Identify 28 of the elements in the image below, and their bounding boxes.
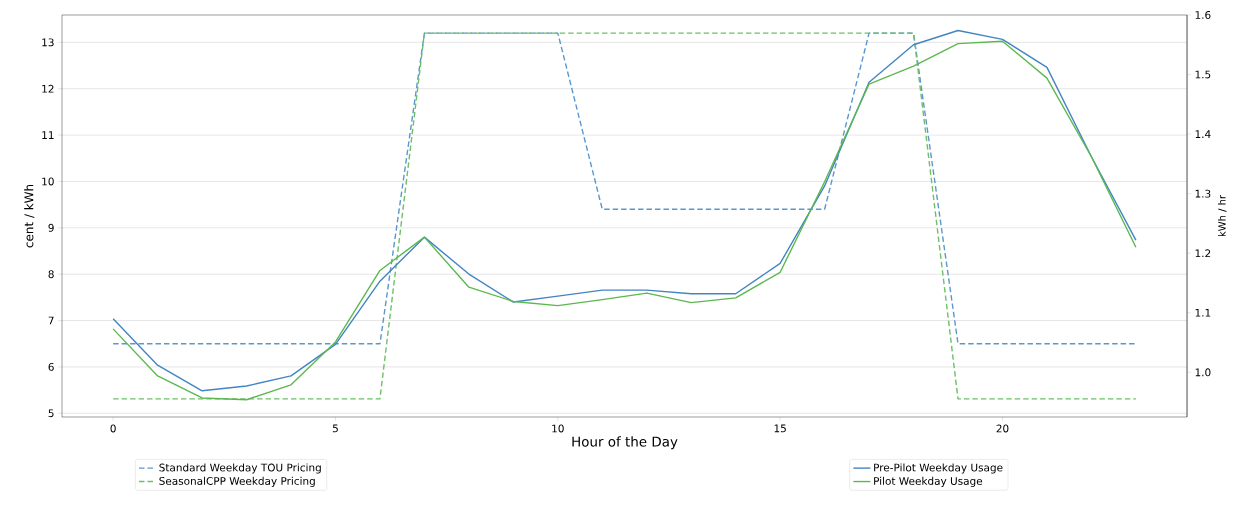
y2-tick-label: 1.5 [1195, 70, 1211, 79]
y-tick-label: 10 [42, 177, 54, 186]
legend-label: Pilot Weekday Usage [874, 476, 983, 487]
y-tick-label: 11 [42, 131, 54, 139]
y-tick-label: 8 [48, 270, 54, 279]
y-tick-label: 9 [48, 223, 54, 232]
y-axis-title: cent / kWh [24, 184, 35, 248]
y2-tick-label: 1.0 [1195, 368, 1211, 377]
x-tick-label: 20 [996, 424, 1009, 433]
x-tick-label: 15 [774, 424, 786, 433]
y-tick-label: 5 [48, 409, 54, 418]
y-tick-label: 12 [42, 84, 54, 93]
y-tick-label: 7 [48, 316, 54, 325]
legend-label: Standard Weekday TOU Pricing [159, 463, 321, 474]
y2-axis-title: kWh / hr [1218, 194, 1227, 237]
y2-tick-label: 1.6 [1195, 11, 1211, 19]
y2-tick-label: 1.1 [1195, 308, 1211, 317]
y-tick-label: 13 [42, 38, 54, 47]
x-tick-label: 10 [552, 424, 564, 433]
x-tick-label: 5 [332, 424, 338, 433]
x-axis-title: Hour of the Day [572, 436, 678, 450]
y-tick-label: 6 [48, 362, 54, 371]
y2-tick-label: 1.3 [1195, 189, 1211, 198]
legend-label: Pre-Pilot Weekday Usage [874, 463, 1003, 474]
x-tick-label: 0 [110, 424, 116, 433]
y2-tick-label: 1.4 [1195, 130, 1211, 138]
y2-tick-label: 1.2 [1195, 249, 1211, 258]
legend-label: SeasonalCPP Weekday Pricing [159, 476, 315, 487]
